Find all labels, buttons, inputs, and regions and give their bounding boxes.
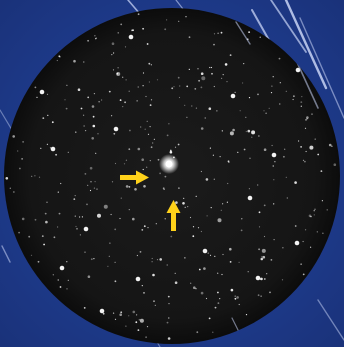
up-pointing-arrow-icon [166, 200, 181, 231]
telescope-field [4, 8, 340, 344]
star-field [5, 13, 337, 340]
right-pointing-arrow-icon [120, 170, 149, 185]
target-star [165, 160, 173, 168]
